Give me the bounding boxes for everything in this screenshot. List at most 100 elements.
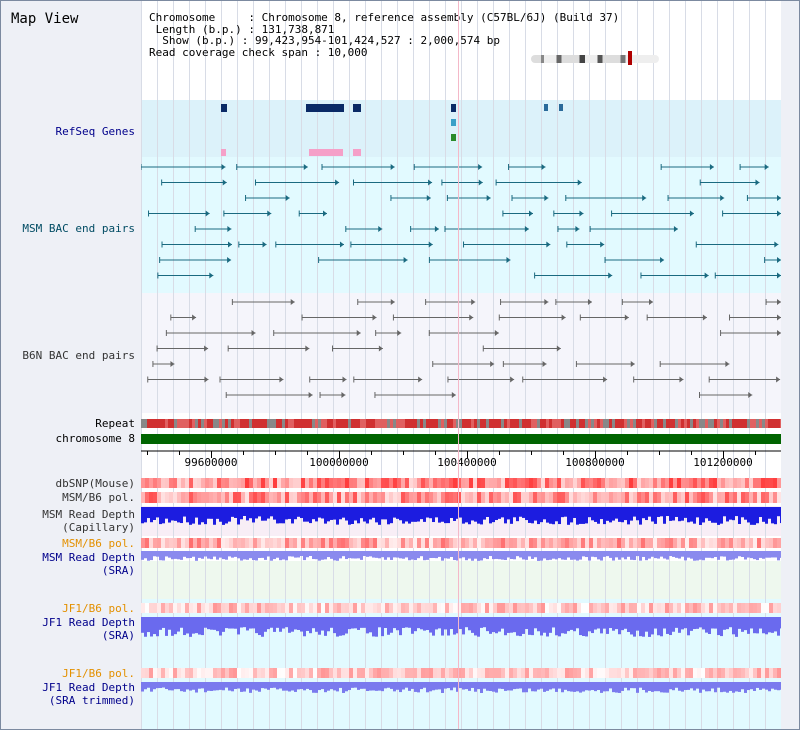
track-label-refseq[interactable]: RefSeq Genes xyxy=(55,125,135,138)
grid-line xyxy=(493,1,494,729)
repeat-segment xyxy=(615,419,618,428)
repeat-segment xyxy=(204,419,207,428)
msm-depth-sra-bar xyxy=(681,551,684,557)
jf1-depth-sra-bar xyxy=(381,617,384,637)
jf1-pol-cell xyxy=(481,603,485,613)
jf1-depth-trim-bar xyxy=(345,682,348,692)
msm-pol2-cell xyxy=(157,538,161,548)
jf1-pol2-cell xyxy=(217,668,221,678)
jf1-depth-sra-bar xyxy=(510,617,513,633)
dbsnp-cell xyxy=(217,478,221,488)
repeat-segment xyxy=(495,419,498,428)
msm-depth-sra-bar xyxy=(147,551,150,561)
msm-pol2-cell xyxy=(497,538,501,548)
jf1-pol-cell xyxy=(273,603,277,613)
jf1-pol2-cell xyxy=(205,668,209,678)
msm-depth-sra-bar xyxy=(198,551,201,558)
repeat-segment xyxy=(624,419,627,428)
jf1-depth-trim-bar xyxy=(474,682,477,692)
msm-depth-sra-bar xyxy=(369,551,372,557)
msm-depth-cap-bar xyxy=(195,507,198,518)
msm-depth-cap-bar xyxy=(312,507,315,520)
track-label-repeat: Repeat xyxy=(95,417,135,430)
jf1-depth-sra-bar xyxy=(447,617,450,636)
jf1-pol-cell xyxy=(489,603,493,613)
msm-pol-cell xyxy=(621,492,625,503)
msm-depth-sra-bar xyxy=(264,551,267,560)
msm-depth-cap-bar xyxy=(213,507,216,525)
jf1-depth-sra-bar xyxy=(492,617,495,633)
msm-depth-cap-bar xyxy=(495,507,498,521)
jf1-pol2-cell xyxy=(477,668,481,678)
msm-depth-cap-bar xyxy=(351,507,354,525)
jf1-depth-sra-bar xyxy=(240,617,243,628)
jf1-depth-sra-bar xyxy=(654,617,657,629)
dbsnp-cell xyxy=(329,478,333,488)
repeat-segment xyxy=(216,419,219,428)
msm-depth-cap-bar xyxy=(411,507,414,522)
chromosome-ideogram[interactable] xyxy=(531,55,659,63)
msm-depth-cap-bar xyxy=(540,507,543,523)
msm-depth-cap-bar xyxy=(726,507,729,522)
jf1-depth-trim-bar xyxy=(183,682,186,692)
msm-pol2-cell xyxy=(585,538,589,548)
repeat-segment xyxy=(483,419,486,428)
jf1-pol2-cell xyxy=(645,668,649,678)
dbsnp-cell xyxy=(561,478,565,488)
jf1-pol-cell xyxy=(173,603,177,613)
msm-depth-sra-bar xyxy=(507,551,510,558)
jf1-depth-trim-bar xyxy=(369,682,372,691)
jf1-pol-cell xyxy=(541,603,545,613)
jf1-depth-sra-bar xyxy=(573,617,576,632)
msm-pol-cell xyxy=(189,492,193,503)
msm-bac-arrow xyxy=(608,272,613,279)
jf1-depth-sra-bar xyxy=(669,617,672,636)
msm-pol2-cell xyxy=(569,538,573,548)
msm-pol2-cell xyxy=(329,538,333,548)
repeat-segment xyxy=(285,419,288,428)
jf1-pol2-cell xyxy=(721,668,725,678)
dbsnp-cell xyxy=(177,478,181,488)
jf1-pol-cell xyxy=(609,603,613,613)
jf1-depth-sra-bar xyxy=(504,617,507,636)
repeat-segment xyxy=(180,419,183,428)
jf1-depth-trim-bar xyxy=(687,682,690,690)
jf1-depth-trim-bar xyxy=(765,682,768,690)
jf1-depth-sra-bar xyxy=(150,617,153,637)
jf1-depth-sra-bar xyxy=(468,617,471,631)
jf1-depth-sra-bar xyxy=(498,617,501,632)
jf1-pol2-cell xyxy=(169,668,173,678)
jf1-pol-cell xyxy=(561,603,565,613)
jf1-depth-trim-bar xyxy=(390,682,393,689)
gene-block xyxy=(306,104,344,112)
grid-line xyxy=(461,1,462,729)
repeat-segment xyxy=(588,419,591,428)
msm-pol-cell xyxy=(361,492,365,503)
jf1-depth-sra-bar xyxy=(168,617,171,630)
repeat-segment xyxy=(594,419,597,428)
msm-depth-sra-bar xyxy=(312,551,315,560)
axis-minor-tick xyxy=(659,451,660,455)
msm-depth-cap-bar xyxy=(603,507,606,525)
jf1-depth-trim-bar xyxy=(360,682,363,689)
msm-bac-arrow xyxy=(267,210,272,217)
repeat-segment xyxy=(303,419,306,428)
repeat-segment xyxy=(141,419,144,428)
jf1-pol2-cell xyxy=(441,668,445,678)
track-label-msm-bac[interactable]: MSM BAC end pairs xyxy=(22,222,135,235)
dbsnp-cell xyxy=(661,478,665,488)
jf1-pol-cell xyxy=(545,603,549,613)
jf1-depth-sra-bar xyxy=(213,617,216,630)
msm-depth-sra-bar xyxy=(378,551,381,559)
track-canvas[interactable]: 99600000 100000000 100400000 100800000 10120… xyxy=(141,1,781,729)
repeat-segment xyxy=(276,419,279,428)
dbsnp-cell xyxy=(253,478,257,488)
dbsnp-cell xyxy=(209,478,213,488)
msm-pol-cell xyxy=(393,492,397,503)
msm-pol2-cell xyxy=(513,538,517,548)
jf1-depth-sra-bar xyxy=(570,617,573,630)
jf1-depth-trim-bar xyxy=(264,682,267,689)
msm-pol-cell xyxy=(261,492,265,503)
track-label-b6n-bac[interactable]: B6N BAC end pairs xyxy=(22,349,135,362)
repeat-segment xyxy=(474,419,477,428)
